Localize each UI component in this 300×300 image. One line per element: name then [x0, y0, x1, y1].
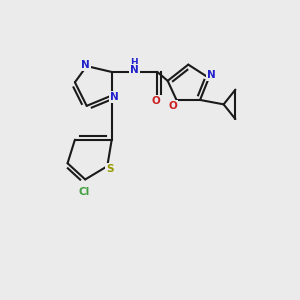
- Text: O: O: [169, 101, 177, 111]
- Text: S: S: [106, 164, 114, 174]
- Text: N: N: [110, 92, 118, 102]
- Text: N: N: [208, 70, 216, 80]
- Text: N: N: [130, 65, 139, 75]
- Text: Cl: Cl: [78, 187, 89, 197]
- Text: H: H: [130, 58, 138, 67]
- Text: O: O: [152, 96, 160, 106]
- Text: N: N: [81, 60, 90, 70]
